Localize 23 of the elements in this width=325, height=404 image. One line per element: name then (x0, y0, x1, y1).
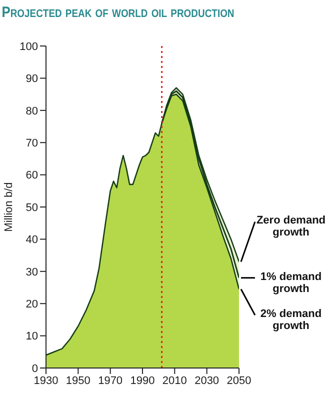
y-tick-label: 30 (26, 266, 38, 278)
y-tick-label: 50 (26, 202, 38, 214)
y-tick-label: 0 (32, 362, 38, 375)
y-tick-label: 60 (26, 170, 38, 182)
y-axis-title: Million b/d (2, 182, 15, 232)
series-label: 2% demand growth (260, 308, 322, 332)
x-tick-label: 1950 (66, 374, 90, 387)
chart-title: Projected peak of world oil production (0, 3, 236, 23)
x-tick-label: 1990 (130, 374, 155, 387)
text: Zero demand growth (256, 214, 325, 239)
y-tick-label: 40 (26, 234, 38, 246)
text: 1% demand growth (260, 270, 322, 295)
x-tick-label: 1970 (98, 374, 123, 387)
y-tick-label: 100 (20, 40, 38, 53)
y-tick-label: 80 (26, 105, 38, 118)
x-tick-label: 2010 (162, 374, 187, 387)
y-tick-label: 20 (26, 298, 38, 311)
x-tick-label: 1930 (34, 374, 58, 387)
x-tick-label: 2030 (194, 374, 220, 387)
x-tick-label: 2050 (226, 374, 252, 387)
y-tick-label: 10 (26, 330, 38, 343)
y-tick-label: 90 (26, 73, 38, 86)
y-tick-label: 70 (26, 138, 38, 150)
